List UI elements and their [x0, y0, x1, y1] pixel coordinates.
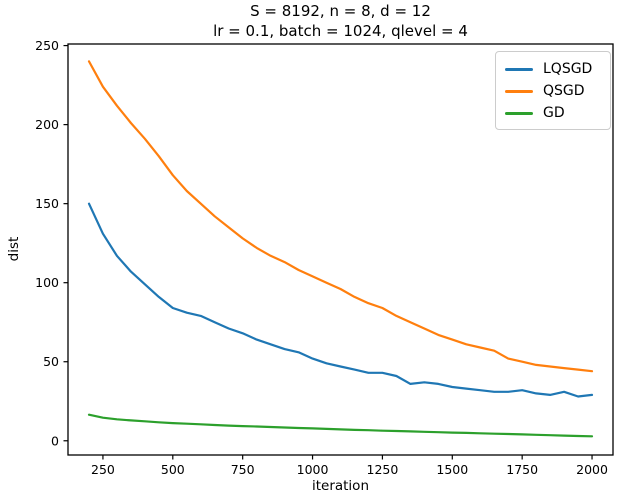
- axes-frame: [67, 43, 614, 456]
- x-tick-label: 1250: [367, 462, 399, 477]
- legend-item-lqsgd: LQSGD: [505, 58, 601, 80]
- chart-title-line1: S = 8192, n = 8, d = 12: [250, 2, 431, 20]
- legend-swatch-qsgd-line: [505, 89, 533, 93]
- series-line-lqsgd: [87, 202, 594, 398]
- x-tick-label: 250: [91, 462, 115, 477]
- series-line-gd: [87, 413, 594, 438]
- chart-title-line2: lr = 0.1, batch = 1024, qlevel = 4: [213, 21, 468, 40]
- x-tick-label: 750: [231, 462, 255, 477]
- x-axis-label: iteration: [311, 478, 370, 494]
- legend-item-gd: GD: [505, 102, 601, 124]
- x-tick-label: 1750: [506, 462, 538, 477]
- x-tick-label: 1000: [297, 462, 329, 477]
- y-tick-label: 200: [35, 117, 59, 132]
- legend-label-gd: GD: [543, 105, 565, 121]
- y-tick-label: 100: [35, 275, 59, 290]
- x-tick-label: 1500: [436, 462, 468, 477]
- x-tick-label: 500: [161, 462, 185, 477]
- legend-item-qsgd: QSGD: [505, 80, 601, 102]
- legend-label-qsgd: QSGD: [543, 83, 585, 99]
- y-tick-label: 0: [51, 433, 59, 448]
- legend-label-lqsgd: LQSGD: [543, 61, 593, 77]
- y-axis-label: dist: [6, 236, 22, 262]
- legend-swatch-lqsgd-line: [505, 67, 533, 71]
- legend: LQSGD QSGD GD: [495, 51, 611, 130]
- x-tick-label: 2000: [576, 462, 608, 477]
- y-tick-label: 150: [35, 196, 59, 211]
- y-tick-label: 50: [43, 354, 59, 369]
- chart-title: S = 8192, n = 8, d = 12 lr = 0.1, batch …: [68, 2, 613, 41]
- series-line-qsgd: [87, 60, 594, 373]
- legend-swatch-gd-line: [505, 111, 533, 115]
- y-tick-label: 250: [35, 38, 59, 53]
